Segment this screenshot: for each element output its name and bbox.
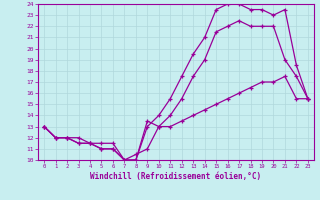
X-axis label: Windchill (Refroidissement éolien,°C): Windchill (Refroidissement éolien,°C) [91,172,261,181]
